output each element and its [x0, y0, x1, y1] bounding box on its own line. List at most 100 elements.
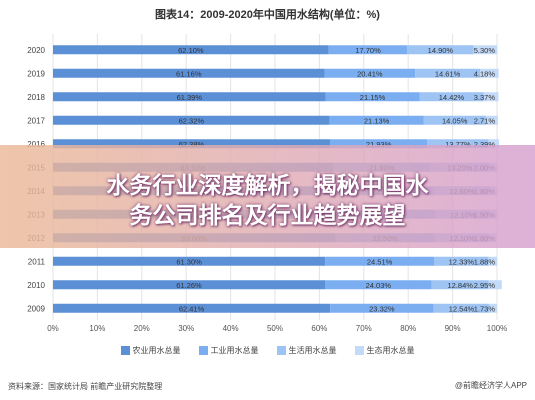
- bar-segment: [330, 303, 434, 313]
- bar-segment: [427, 139, 489, 149]
- bar-segment: [325, 92, 420, 102]
- bar-segment: [483, 92, 499, 102]
- bar-segment: [324, 68, 416, 78]
- x-tick-label: 20%: [134, 324, 150, 333]
- banner-line-2: 务公司排名及行业趋势展望: [129, 202, 406, 228]
- y-tick-label: 2019: [27, 69, 45, 78]
- data-label: 21.93%: [366, 140, 392, 149]
- data-label: 1.88%: [474, 257, 496, 266]
- x-tick-label: 100%: [487, 324, 507, 333]
- data-label: 14.61%: [435, 69, 461, 78]
- data-label: 1.73%: [474, 304, 496, 313]
- legend-item-industry: 工业用水总量: [198, 345, 259, 356]
- x-tick-label: 40%: [223, 324, 239, 333]
- bar-segment: [488, 256, 498, 266]
- overlay-banner: [0, 145, 535, 248]
- data-label: 62.41%: [179, 304, 205, 313]
- data-label: 62.10%: [178, 46, 204, 55]
- bar-segment: [53, 256, 326, 266]
- bar-segment: [53, 303, 331, 313]
- bar-segment: [324, 280, 432, 290]
- data-label: 21.15%: [360, 93, 386, 102]
- x-tick-label: 70%: [356, 324, 372, 333]
- bar-segment: [407, 45, 474, 55]
- x-tick-label: 0%: [47, 324, 59, 333]
- data-label: 13.77%: [445, 140, 471, 149]
- bar-segment: [53, 115, 330, 125]
- bar-segment: [485, 115, 498, 125]
- x-tick-label: 60%: [311, 324, 327, 333]
- legend-label-life: 生活用水总量: [288, 346, 337, 355]
- bar-segment: [53, 45, 329, 55]
- data-label: 12.33%: [449, 257, 475, 266]
- data-label: 23.32%: [369, 304, 395, 313]
- y-tick-label: 2016: [27, 140, 45, 149]
- bar-segment: [415, 68, 481, 78]
- legend-swatch-life: [276, 346, 286, 355]
- chart-title: 图表14：2009-2020年中国用水结构(单位：%): [155, 9, 380, 21]
- chart-legend: 农业用水总量 工业用水总量 生活用水总量 生态用水总量: [0, 345, 535, 356]
- bar-segment: [423, 115, 486, 125]
- data-label: 24.51%: [367, 257, 393, 266]
- bar-segment: [433, 303, 490, 313]
- banner-headline: 水务行业深度解析，揭秘中国水 务公司排名及行业趋势展望: [0, 170, 535, 230]
- bar-segment: [480, 68, 499, 78]
- legend-swatch-agri: [120, 346, 130, 355]
- legend-item-agri: 农业用水总量: [120, 345, 181, 356]
- bar-segment: [419, 92, 484, 102]
- bar-segment: [433, 256, 489, 266]
- y-tick-label: 2011: [28, 257, 46, 266]
- bar-segment: [488, 139, 500, 149]
- legend-label-eco: 生态用水总量: [366, 346, 415, 355]
- bar-segment: [329, 139, 428, 149]
- x-tick-label: 90%: [445, 324, 461, 333]
- data-label: 2.39%: [474, 140, 496, 149]
- bar-segment: [53, 280, 325, 290]
- data-label: 14.05%: [442, 116, 468, 125]
- bar-segment: [329, 115, 424, 125]
- bar-segment: [488, 280, 502, 290]
- data-label: 12.84%: [447, 281, 473, 290]
- data-label: 61.16%: [176, 69, 202, 78]
- data-label: 61.26%: [176, 281, 202, 290]
- bar-segment: [489, 303, 497, 313]
- bar-segment: [53, 92, 326, 102]
- x-tick-label: 80%: [400, 324, 416, 333]
- banner-line-1: 水务行业深度解析，揭秘中国水: [106, 172, 429, 198]
- bar-segment: [53, 139, 330, 149]
- data-label: 14.42%: [439, 93, 465, 102]
- y-tick-label: 2018: [27, 93, 45, 102]
- legend-swatch-eco: [354, 346, 364, 355]
- bar-segment: [328, 45, 408, 55]
- data-label: 2.71%: [474, 116, 496, 125]
- data-label: 20.41%: [357, 69, 383, 78]
- legend-label-agri: 农业用水总量: [132, 346, 181, 355]
- data-label: 24.03%: [366, 281, 392, 290]
- data-label: 14.90%: [428, 46, 454, 55]
- x-tick-label: 50%: [267, 324, 283, 333]
- y-tick-label: 2017: [27, 116, 45, 125]
- bar-segment: [431, 280, 489, 290]
- bar-segment: [473, 45, 497, 55]
- x-tick-label: 10%: [89, 324, 105, 333]
- data-label: 61.39%: [177, 93, 203, 102]
- legend-swatch-industry: [198, 346, 208, 355]
- watermark: @前瞻经济学人APP: [454, 381, 527, 390]
- legend-label-industry: 工业用水总量: [210, 346, 259, 355]
- legend-item-eco: 生态用水总量: [354, 345, 415, 356]
- data-label: 4.18%: [474, 69, 496, 78]
- source-note: 资料来源：国家统计局 前瞻产业研究院整理: [8, 382, 163, 391]
- data-label: 3.37%: [474, 93, 496, 102]
- y-tick-label: 2009: [27, 304, 45, 313]
- y-tick-label: 2020: [27, 46, 45, 55]
- data-label: 61.30%: [176, 257, 202, 266]
- data-label: 21.13%: [364, 116, 390, 125]
- data-label: 2.95%: [474, 281, 496, 290]
- y-tick-label: 2010: [27, 281, 45, 290]
- data-label: 62.38%: [179, 140, 205, 149]
- bar-segment: [53, 68, 325, 78]
- data-label: 62.32%: [179, 116, 205, 125]
- legend-item-life: 生活用水总量: [276, 345, 337, 356]
- x-tick-label: 30%: [178, 324, 194, 333]
- data-label: 17.70%: [355, 46, 381, 55]
